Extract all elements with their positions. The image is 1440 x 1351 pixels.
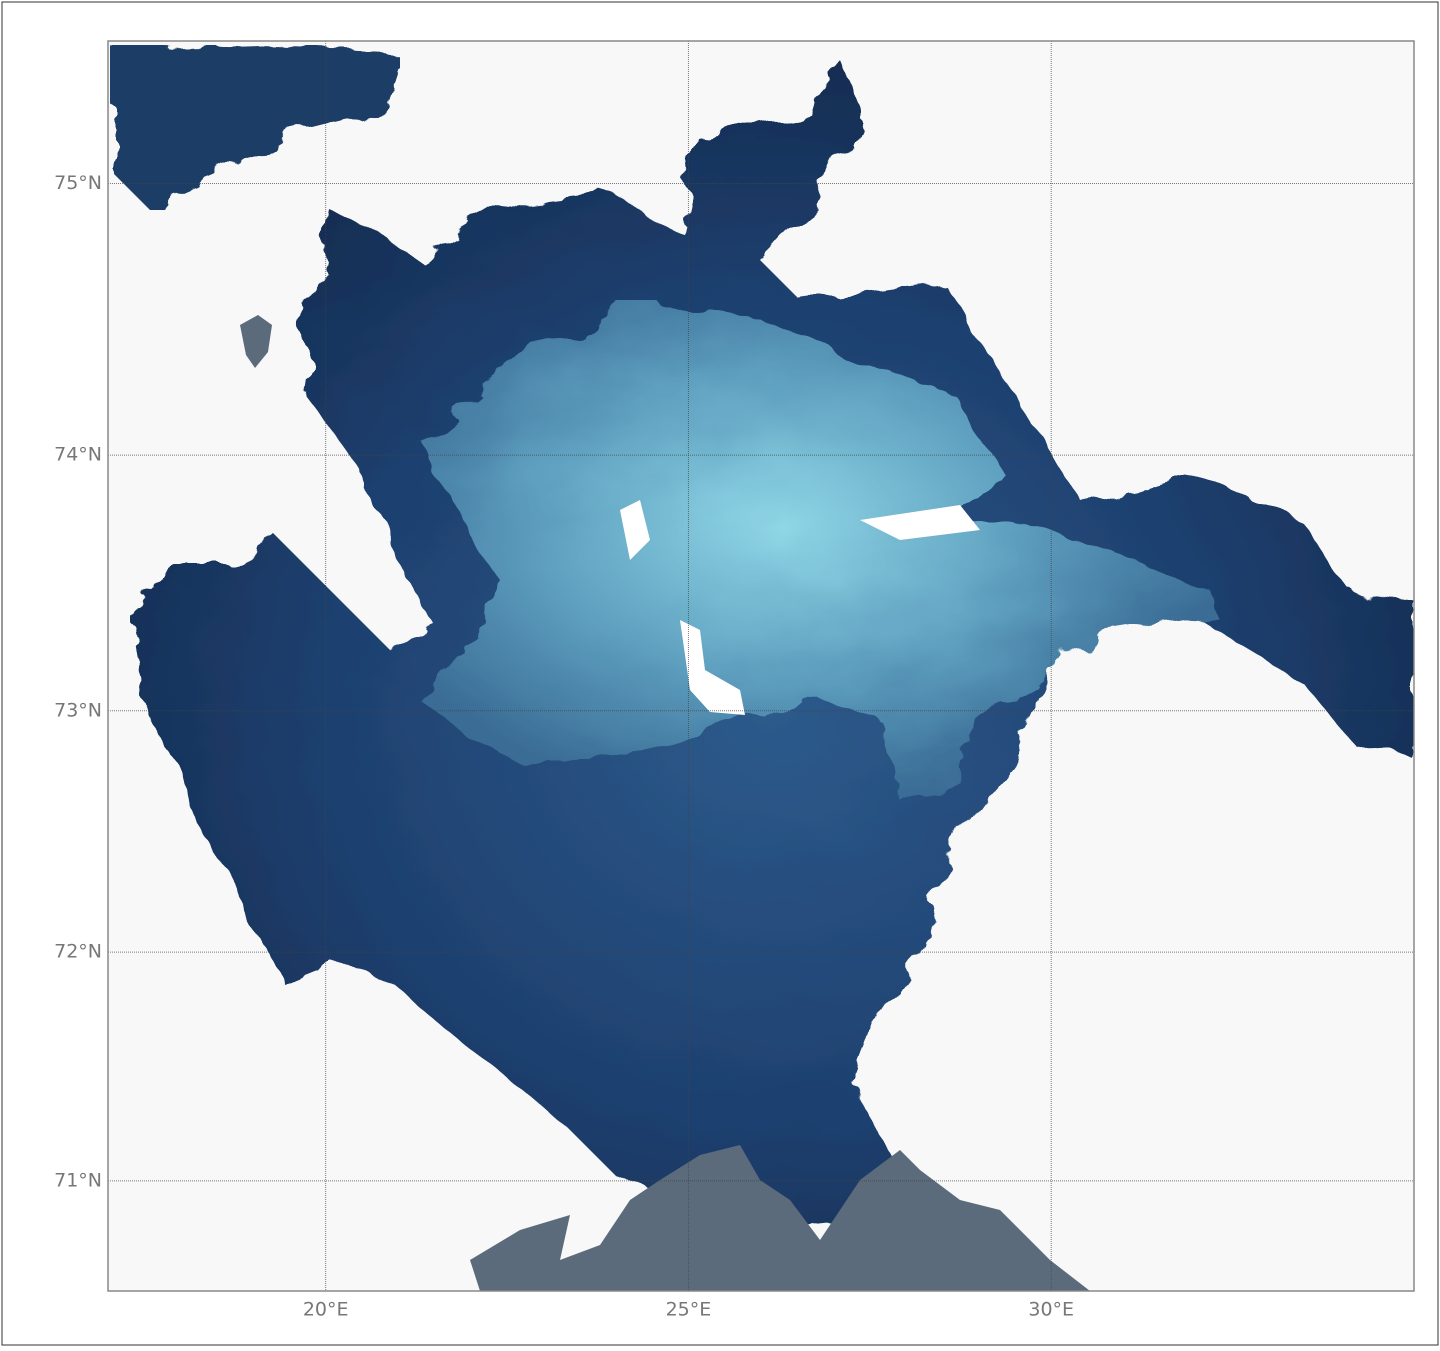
y-tick-label: 74°N: [54, 444, 102, 466]
x-tick-label: 30°E: [1028, 1299, 1074, 1321]
x-tick-label: 25°E: [666, 1299, 712, 1321]
y-tick-label: 72°N: [54, 941, 102, 963]
x-tick-label: 20°E: [303, 1299, 349, 1321]
map-figure: 20°E 25°E 30°E 71°N 72°N 73°N 74°N 75°N: [0, 0, 1440, 1347]
y-tick-label: 75°N: [54, 172, 102, 194]
y-tick-label: 73°N: [54, 699, 102, 721]
y-tick-label: 71°N: [54, 1169, 102, 1191]
